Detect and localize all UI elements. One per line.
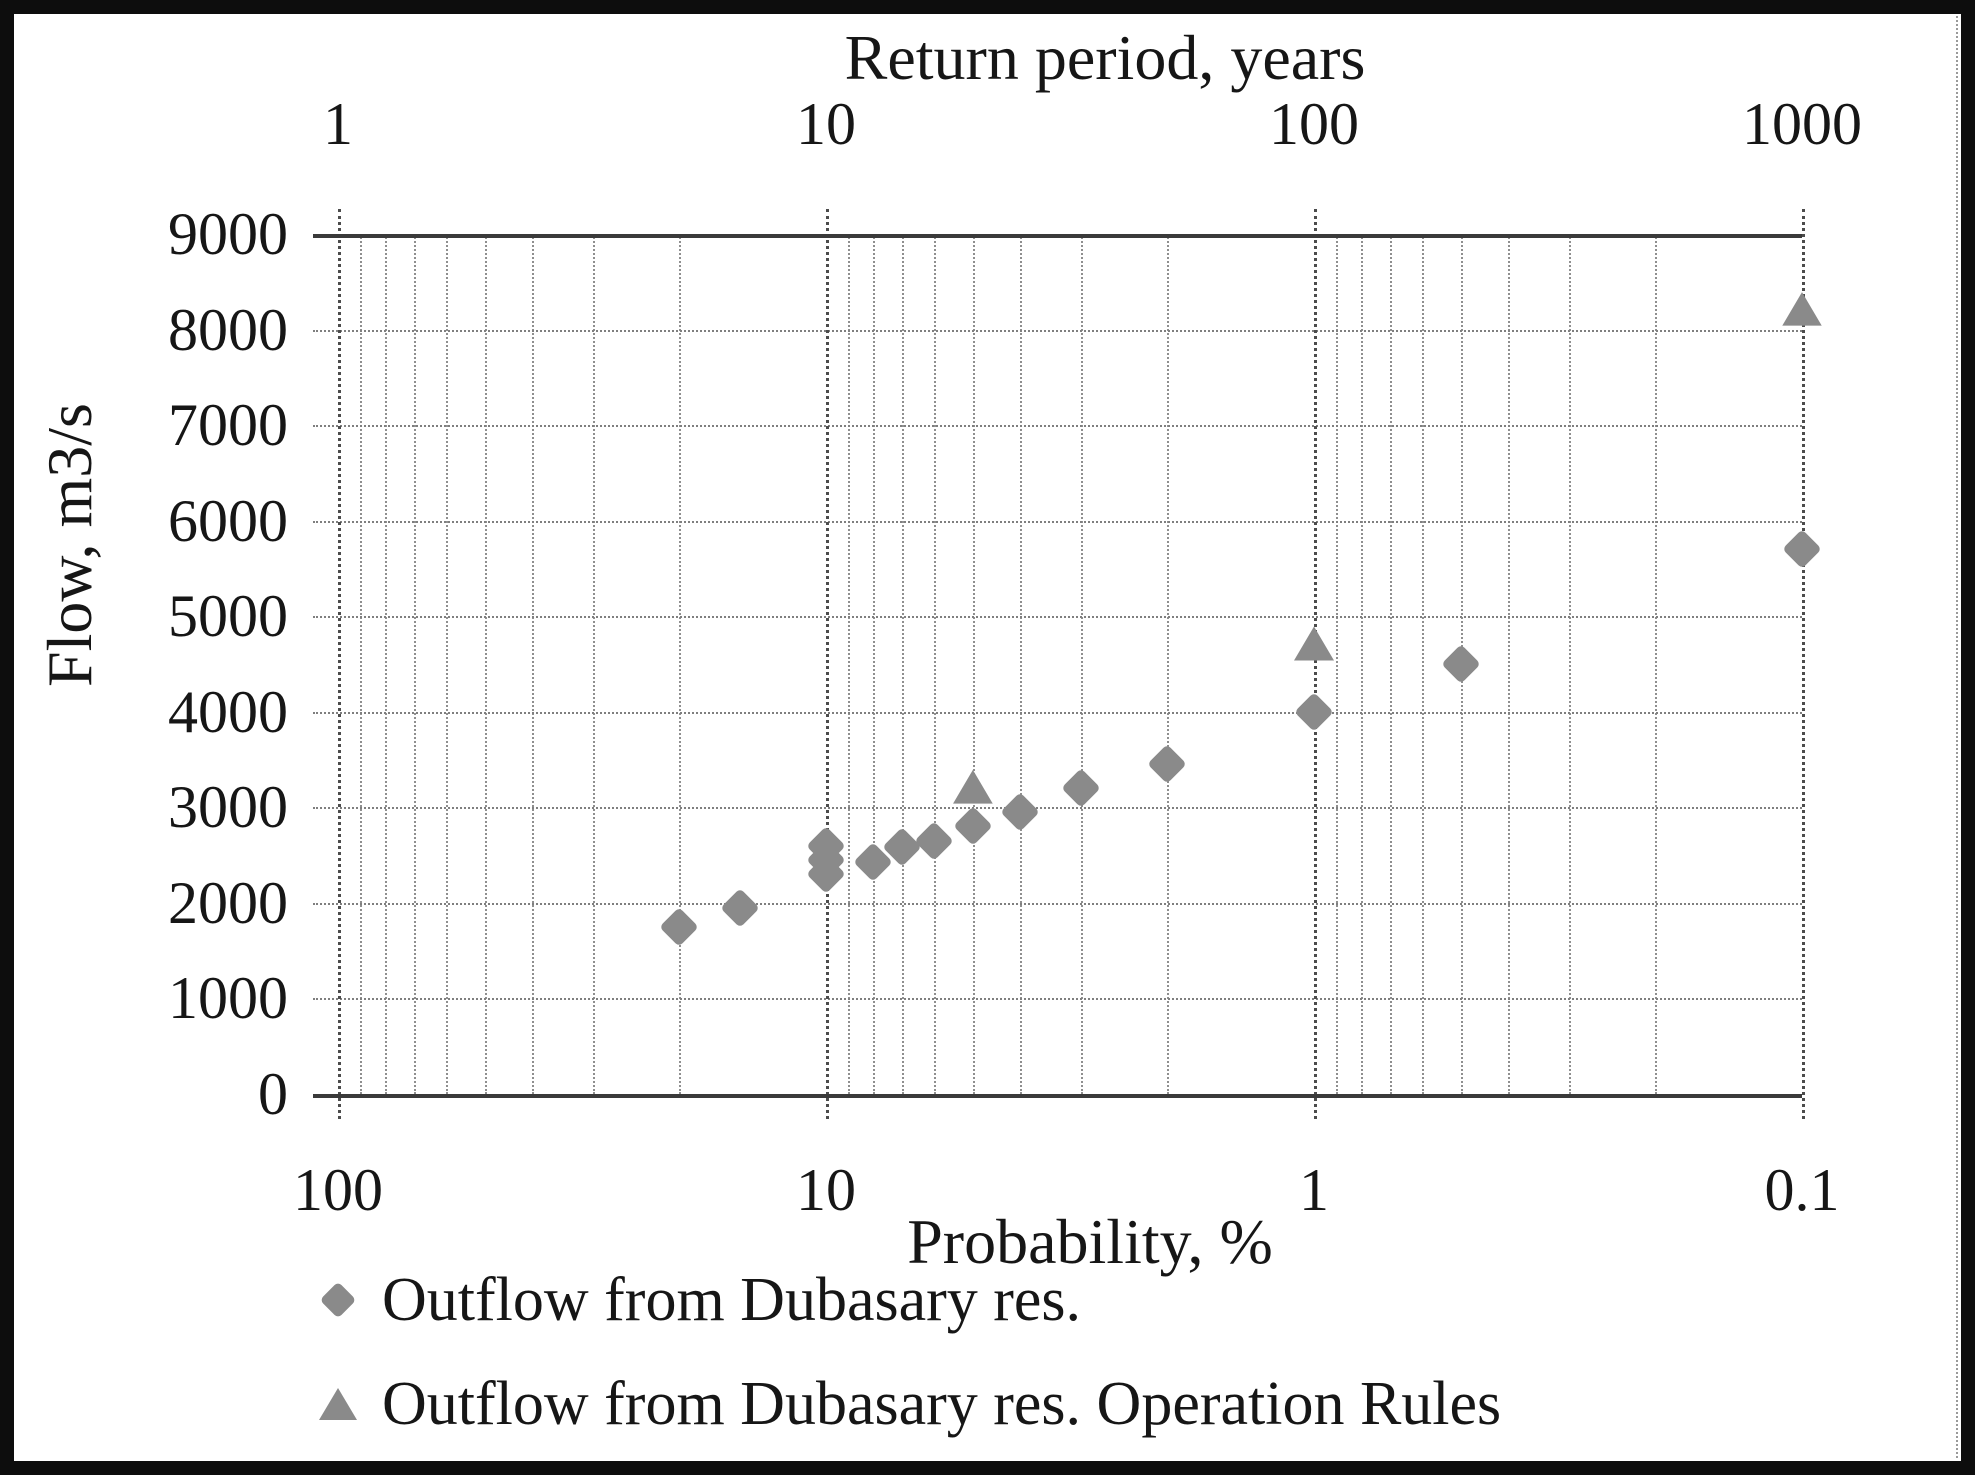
top-tick-label-10: 10 — [796, 91, 856, 157]
top-tick-label-100: 100 — [1269, 91, 1359, 157]
gridline-y-0 — [313, 1094, 1802, 1098]
legend-label-outflow: Outflow from Dubasary res. — [382, 1266, 1082, 1334]
gridline-x-minor-0.8 — [1361, 234, 1364, 1094]
gridline-x-major-10 — [826, 209, 829, 1119]
data-point-diamond-p5-q2800 — [953, 806, 993, 847]
gridline-x-minor-0.6 — [1422, 234, 1425, 1094]
legend-diamond-marker-icon — [318, 1280, 358, 1320]
y-tick-label-8000: 8000 — [168, 296, 288, 363]
gridline-x-minor-30 — [593, 234, 596, 1094]
gridline-x-minor-90 — [360, 234, 363, 1094]
gridline-x-minor-6 — [934, 234, 937, 1094]
legend-label-operation-rules: Outflow from Dubasary res. Operation Rul… — [382, 1370, 1502, 1438]
gridline-x-minor-80 — [385, 234, 388, 1094]
gridline-x-minor-3 — [1081, 234, 1084, 1094]
y-tick-label-2000: 2000 — [168, 869, 288, 936]
bottom-tick-label-10: 10 — [796, 1157, 856, 1223]
data-point-diamond-p0.5-q4500 — [1441, 644, 1481, 684]
y-tick-label-1000: 1000 — [168, 965, 288, 1032]
bottom-tick-label-1: 1 — [1299, 1157, 1329, 1223]
y-tick-label-0: 0 — [258, 1061, 288, 1127]
gridline-x-major-0.1 — [1802, 209, 1805, 1119]
y-tick-label-3000: 3000 — [168, 774, 288, 841]
gridline-x-major-100 — [338, 209, 341, 1119]
y-axis-title: Flow, m3/s — [34, 403, 105, 687]
legend-item-outflow: Outflow from Dubasary res. — [318, 1264, 1081, 1336]
gridline-x-minor-0.7 — [1389, 234, 1392, 1094]
gridline-x-minor-8 — [873, 234, 876, 1094]
gridline-x-minor-0.4 — [1508, 234, 1511, 1094]
bottom-tick-label-100: 100 — [293, 1157, 383, 1223]
gridline-x-minor-9 — [848, 234, 851, 1094]
chart-frame-right-line — [1956, 16, 1958, 1458]
bottom-tick-label-0.1: 0.1 — [1764, 1157, 1840, 1223]
gridline-y-8000 — [313, 329, 1802, 332]
gridline-y-2000 — [313, 902, 1802, 905]
gridline-x-minor-20 — [679, 234, 682, 1094]
top-tick-label-1000: 1000 — [1742, 91, 1862, 157]
data-point-diamond-p1-q4000 — [1294, 691, 1334, 732]
legend-item-operation-rules: Outflow from Dubasary res. Operation Rul… — [318, 1368, 1501, 1440]
gridline-y-4000 — [313, 711, 1802, 714]
gridline-x-minor-40 — [532, 234, 535, 1094]
data-point-triangle-p1-q4700 — [1294, 626, 1334, 661]
gridline-x-minor-0.3 — [1569, 234, 1572, 1094]
top-tick-label-1: 1 — [323, 91, 353, 157]
data-point-triangle-p5-q3200 — [952, 769, 993, 804]
gridline-y-7000 — [313, 425, 1802, 428]
gridline-y-5000 — [313, 616, 1802, 619]
gridline-x-minor-0.9 — [1336, 234, 1339, 1094]
top-axis-title: Return period, years — [844, 22, 1366, 93]
gridline-x-major-1 — [1314, 209, 1317, 1119]
legend-triangle-marker-icon — [318, 1384, 358, 1424]
y-tick-label-5000: 5000 — [168, 583, 288, 650]
y-tick-label-7000: 7000 — [168, 392, 288, 459]
gridline-x-minor-4 — [1020, 234, 1023, 1094]
gridline-y-6000 — [313, 520, 1802, 523]
y-tick-label-9000: 9000 — [168, 201, 288, 267]
data-point-diamond-p2-q3450 — [1147, 744, 1187, 785]
data-point-diamond-p0.1-q5700 — [1782, 529, 1822, 570]
gridline-x-minor-60 — [446, 234, 449, 1094]
y-tick-label-4000: 4000 — [168, 678, 288, 745]
gridline-x-minor-50 — [484, 234, 487, 1094]
data-point-diamond-p6-q2650 — [914, 820, 955, 861]
gridline-y-3000 — [313, 807, 1802, 810]
gridline-x-minor-5 — [972, 234, 975, 1094]
gridline-x-minor-70 — [413, 234, 416, 1094]
data-point-diamond-p4-q2950 — [1000, 792, 1040, 832]
gridline-x-minor-7 — [901, 234, 904, 1094]
y-tick-label-6000: 6000 — [168, 487, 288, 554]
gridline-x-minor-0.2 — [1655, 234, 1658, 1094]
data-point-diamond-p3-q3200 — [1061, 768, 1101, 809]
data-point-diamond-p20-q1750 — [659, 906, 699, 947]
data-point-triangle-p0.1-q8200 — [1782, 292, 1822, 327]
gridline-x-minor-2 — [1167, 234, 1170, 1094]
data-point-diamond-p15-q1950 — [720, 887, 760, 928]
x-axis-title: Probability, % — [907, 1206, 1273, 1277]
gridline-y-9000 — [313, 234, 1802, 238]
gridline-y-1000 — [313, 998, 1802, 1001]
